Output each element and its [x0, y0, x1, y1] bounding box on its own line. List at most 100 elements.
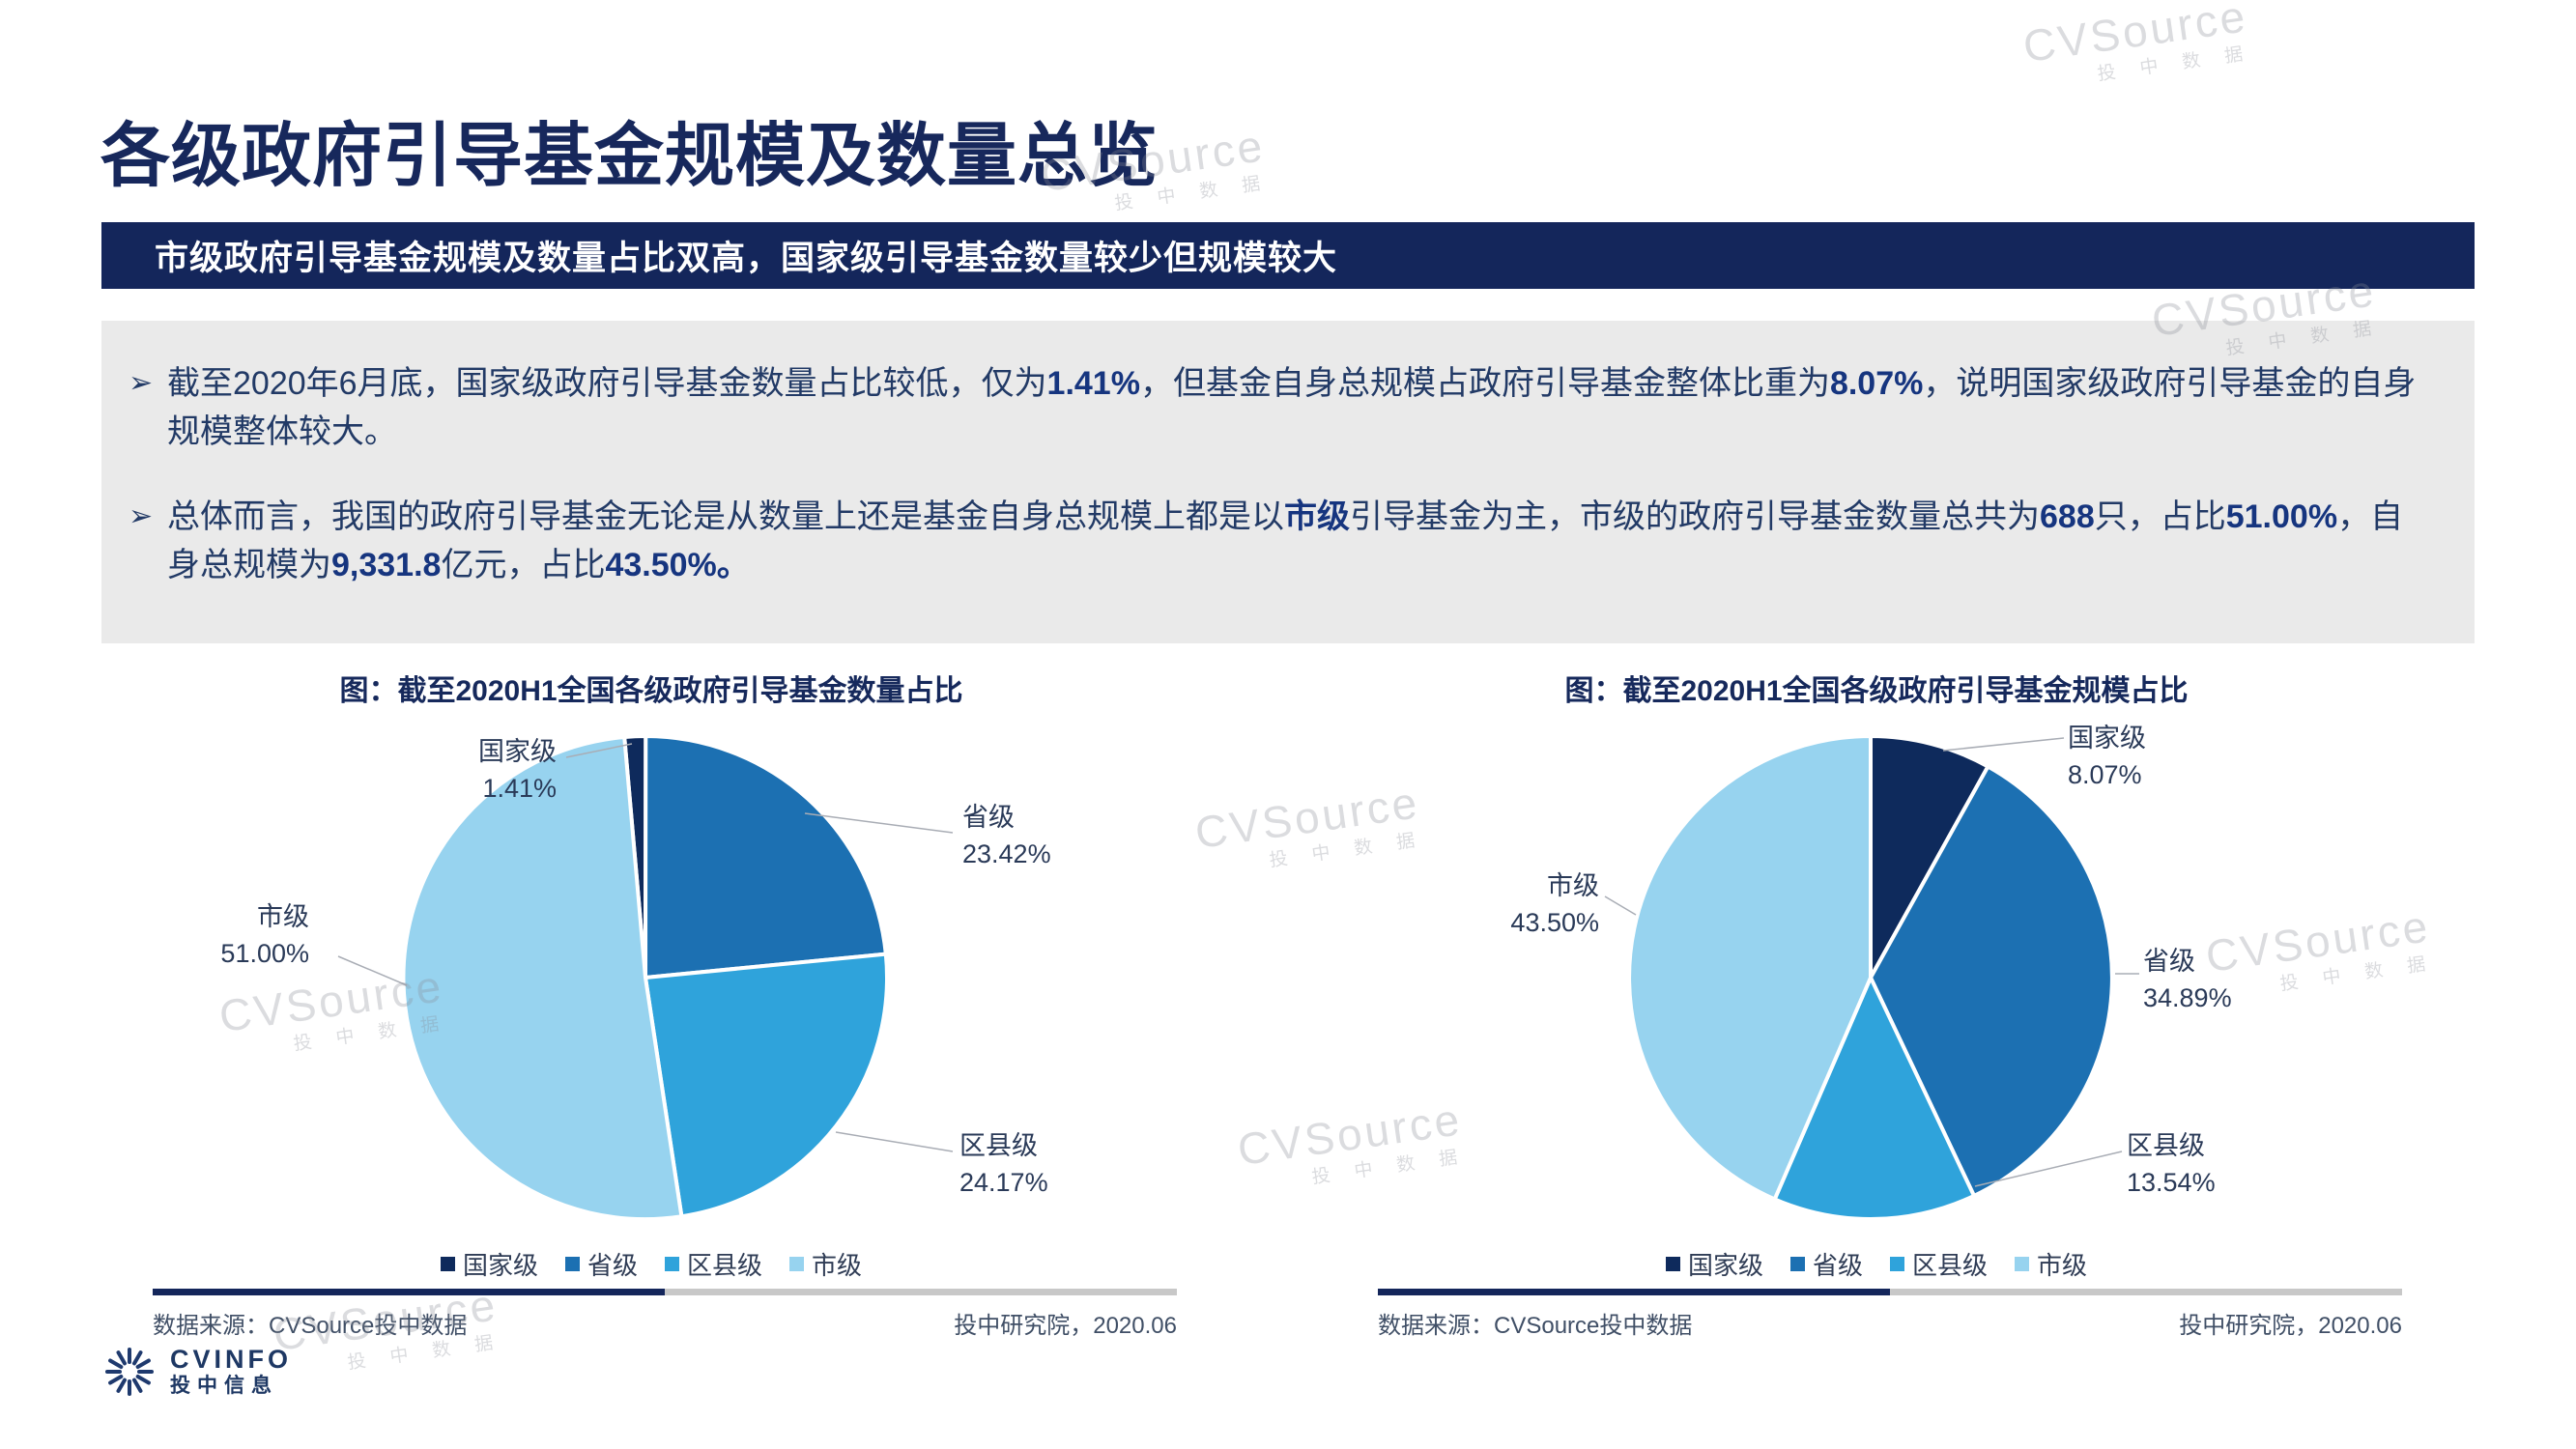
pie-chart-count: 国家级 1.41% 省级 23.42% 区县级 24.17% 市级 51.00% [220, 734, 1051, 1222]
credit-text: 投中研究院，2020.06 [2179, 1313, 2402, 1339]
pie-label-value: 8.07% [2068, 760, 2142, 789]
legend-item-区县级: 区县级 [665, 1246, 762, 1282]
divider-bar-accent [1378, 1289, 1890, 1295]
chart-footer: 数据来源：CVSource投中数据 投中研究院，2020.06 [1378, 1306, 2402, 1340]
pie-label-name: 国家级 [2068, 724, 2146, 753]
cvinfo-logo: CVINFO 投中信息 [102, 1345, 292, 1399]
plain-text: 亿元，占比 [441, 547, 606, 583]
pie-slice-市级 [401, 735, 684, 1222]
legend-item-省级: 省级 [1789, 1246, 1863, 1282]
summary-bullet: ➢ 截至2020年6月底，国家级政府引导基金数量占比较低，仅为1.41%，但基金自… [127, 359, 2420, 456]
divider-bar [1378, 1289, 2402, 1295]
pie-label-name: 市级 [1547, 871, 1599, 900]
watermark-sub: 投 中 数 据 [2096, 43, 2254, 86]
plain-text: ，但基金自身总规模占政府引导基金整体比重为 [1139, 365, 1830, 402]
legend-swatch [440, 1257, 455, 1271]
chart-footer: 数据来源：CVSource投中数据 投中研究院，2020.06 [153, 1306, 1177, 1340]
plain-text: 只，占比 [2094, 498, 2226, 535]
page-title: 各级政府引导基金规模及数量总览 [100, 118, 1159, 195]
chart-title: 图：截至2020H1全国各级政府引导基金规模占比 [1564, 675, 2189, 707]
label-leader-line [804, 812, 954, 834]
emphasis-text: 688 [2040, 498, 2095, 535]
divider-bar-accent [153, 1289, 665, 1295]
pie-slice-市级 [1627, 734, 1873, 1202]
emphasis-text: 市级 [1284, 498, 1350, 535]
legend-label: 市级 [812, 1251, 863, 1280]
pie-slice-省级 [644, 734, 888, 980]
legend-swatch [665, 1257, 679, 1271]
legend-label: 省级 [1812, 1251, 1863, 1280]
pie-label-name: 区县级 [959, 1131, 1038, 1160]
data-source-text: 数据来源：CVSource投中数据 [1378, 1313, 1693, 1339]
legend-swatch [1665, 1257, 1680, 1271]
emphasis-text: 43.50%。 [605, 547, 750, 583]
legend-label: 市级 [2037, 1251, 2088, 1280]
label-leader-line [1974, 1151, 2123, 1187]
label-leader-line [835, 1131, 954, 1152]
credit-text: 投中研究院，2020.06 [954, 1313, 1177, 1339]
headline-banner: 市级政府引导基金规模及数量占比双高，国家级引导基金数量较少但规模较大 [101, 222, 2475, 289]
label-leader-line [565, 743, 633, 758]
legend-label: 国家级 [462, 1251, 538, 1280]
divider-bar [153, 1289, 1177, 1295]
legend-label: 区县级 [1912, 1251, 1989, 1280]
pie-label-name: 国家级 [478, 737, 557, 766]
pie-label-name: 区县级 [2127, 1131, 2205, 1160]
legend-label: 区县级 [687, 1251, 763, 1280]
chart-legend: 国家级 省级 区县级 市级 [124, 1246, 1179, 1282]
watermark-brand: CVSource [2019, 0, 2251, 72]
legend-item-省级: 省级 [564, 1246, 638, 1282]
emphasis-text: 8.07% [1829, 365, 1924, 402]
logo-subtitle: 投中信息 [170, 1375, 278, 1398]
legend-swatch [789, 1257, 805, 1271]
pie-slice-区县级 [1772, 976, 1976, 1221]
pie-label-name: 市级 [257, 902, 309, 931]
legend-item-国家级: 国家级 [440, 1246, 538, 1282]
legend-item-市级: 市级 [789, 1246, 862, 1282]
legend-label: 国家级 [1687, 1251, 1763, 1280]
emphasis-text: 1.41% [1046, 365, 1140, 402]
arrow-bullet-icon: ➢ [129, 367, 154, 399]
arrow-bullet-icon: ➢ [129, 500, 154, 532]
pie-label-value: 34.89% [2143, 983, 2232, 1012]
legend-swatch [2015, 1257, 2030, 1271]
legend-swatch [564, 1257, 580, 1271]
pie-label-value: 23.42% [962, 839, 1051, 868]
legend-swatch [1789, 1257, 1805, 1271]
emphasis-text: 51.00% [2225, 498, 2338, 535]
legend-item-区县级: 区县级 [1890, 1246, 1988, 1282]
plain-text: ，自身总规模为 [167, 498, 2404, 583]
legend-item-市级: 市级 [2015, 1246, 2087, 1282]
plain-text: ，说明国家级政府引导基金的自身规模整体较大。 [167, 365, 2417, 450]
pie-slice-省级 [1869, 764, 2114, 1198]
plain-text: 总体而言，我国的政府引导基金无论是从数量上还是基金自身总规模上都是以 [167, 498, 1284, 535]
pinwheel-logo-icon [105, 1348, 154, 1396]
plain-text: 引导基金为主，市级的政府引导基金数量总共为 [1350, 498, 2040, 535]
pie-label-name: 省级 [962, 803, 1015, 832]
chart-title: 图：截至2020H1全国各级政府引导基金数量占比 [339, 675, 963, 707]
plain-text: 截至2020年6月底，国家级政府引导基金数量占比较低，仅为 [167, 365, 1047, 402]
logo-title: CVINFO [170, 1345, 293, 1375]
pie-chart-scale: 国家级 8.07% 省级 34.89% 区县级 13.54% 市级 43.50% [1510, 724, 2232, 1221]
watermark: CVSource 投 中 数 据 [2020, 0, 2254, 96]
legend-swatch [1890, 1257, 1904, 1271]
label-leader-line [1942, 737, 2065, 752]
chart-fund-count-share: 图：截至2020H1全国各级政府引导基金数量占比 国家级 1.41% 省级 23.42… [124, 667, 1179, 1348]
label-leader-line [1604, 895, 1637, 916]
legend-label: 省级 [587, 1251, 638, 1280]
pie-label-value: 1.41% [482, 774, 557, 803]
label-leader-line [337, 955, 408, 986]
summary-bullet: ➢ 总体而言，我国的政府引导基金无论是从数量上还是基金自身总规模上都是以市级引导基… [127, 493, 2420, 589]
chart-legend: 国家级 省级 区县级 市级 [1349, 1246, 2404, 1282]
summary-box: ➢ 截至2020年6月底，国家级政府引导基金数量占比较低，仅为1.41%，但基金自… [101, 321, 2475, 643]
pie-label-value: 51.00% [220, 939, 309, 968]
emphasis-text: 9,331.8 [331, 547, 442, 583]
pie-label-value: 24.17% [959, 1168, 1048, 1197]
pie-label-name: 省级 [2143, 947, 2195, 976]
data-source-text: 数据来源：CVSource投中数据 [153, 1313, 468, 1339]
legend-item-国家级: 国家级 [1665, 1246, 1763, 1282]
headline-banner-text: 市级政府引导基金规模及数量占比双高，国家级引导基金数量较少但规模较大 [155, 240, 1338, 277]
chart-fund-scale-share: 图：截至2020H1全国各级政府引导基金规模占比 国家级 8.07% 省级 34.89… [1349, 667, 2404, 1348]
pie-label-value: 43.50% [1510, 908, 1599, 937]
